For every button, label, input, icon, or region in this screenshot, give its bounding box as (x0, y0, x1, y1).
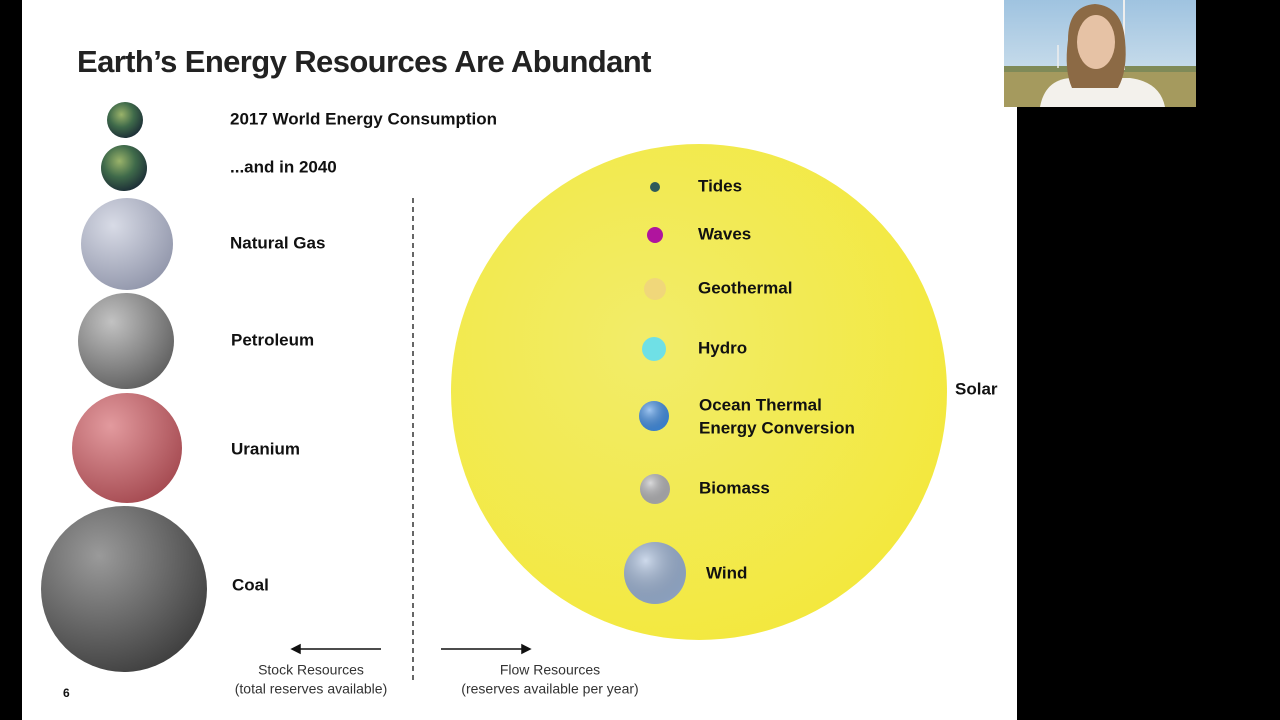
flow-label: Tides (698, 176, 742, 195)
flow-label: Ocean Thermal (699, 395, 822, 414)
resource-sphere (644, 278, 666, 300)
webcam-video (1004, 0, 1196, 107)
flow-label: Waves (698, 224, 751, 243)
flow-label: Solar (955, 379, 998, 398)
slide-title: Earth’s Energy Resources Are Abundant (77, 44, 651, 79)
earth-icon (107, 102, 143, 138)
stock-label: Coal (232, 575, 269, 594)
resource-sphere (81, 198, 173, 290)
resource-sphere (78, 293, 174, 389)
stock-label: Petroleum (231, 330, 314, 349)
caption: (reserves available per year) (461, 681, 638, 697)
resource-sphere (41, 506, 207, 672)
resource-sphere (647, 227, 663, 243)
sphere-shading (624, 401, 686, 604)
resource-sphere (72, 393, 182, 503)
stock-label: Uranium (231, 439, 300, 458)
page-number: 6 (63, 686, 70, 700)
stock-label: 2017 World Energy Consumption (230, 109, 497, 128)
arrows (290, 643, 532, 655)
resource-sphere (650, 182, 660, 192)
stock-label: Natural Gas (230, 233, 325, 252)
caption: Flow Resources (500, 662, 600, 678)
resource-sphere (642, 337, 666, 361)
stock-label: ...and in 2040 (230, 157, 337, 176)
caption: (total reserves available) (235, 681, 388, 697)
earth-icon (101, 145, 147, 191)
flow-label: Geothermal (698, 278, 792, 297)
flow-label: Energy Conversion (699, 418, 855, 437)
flow-label: Wind (706, 563, 747, 582)
caption: Stock Resources (258, 662, 364, 678)
flow-label: Hydro (698, 338, 747, 357)
flow-label: Biomass (699, 478, 770, 497)
solar-sphere (451, 144, 947, 640)
